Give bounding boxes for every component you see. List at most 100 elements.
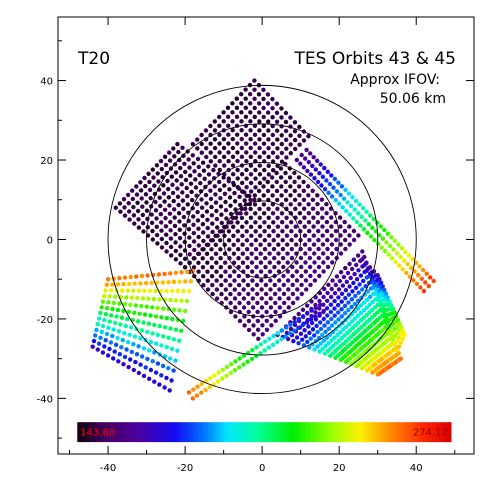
swath-point [223, 208, 229, 213]
swath-point [261, 141, 267, 146]
track-point [331, 185, 336, 190]
track-point [250, 347, 255, 353]
swath-point [181, 214, 187, 220]
swath-point [280, 238, 285, 243]
track-point [356, 211, 361, 216]
swath-point [154, 224, 159, 229]
swath-point [315, 211, 320, 216]
swath-point [108, 288, 114, 293]
swath-point [271, 246, 277, 252]
swath-point [204, 154, 209, 160]
track-point [262, 348, 267, 353]
swath-point [281, 291, 287, 297]
swath-point [324, 335, 330, 340]
track-point [299, 152, 304, 158]
track-point [292, 328, 297, 333]
track-point [315, 158, 320, 163]
swath-point [230, 154, 236, 159]
track-point [303, 156, 308, 161]
swath-point [342, 311, 348, 316]
swath-point [274, 101, 280, 106]
swath-point [234, 114, 240, 120]
swath-point [169, 253, 174, 258]
swath-point [246, 309, 251, 315]
colorbar-segment [351, 422, 355, 443]
swath-point [370, 285, 376, 291]
swath-point [382, 287, 387, 293]
swath-point [358, 318, 364, 323]
swath-point [273, 300, 278, 306]
colorbar-segment [363, 422, 368, 443]
swath-point [245, 264, 250, 270]
swath-point [122, 354, 128, 360]
swath-point [279, 133, 284, 138]
track-point [360, 206, 366, 211]
swath-point [205, 278, 210, 283]
colorbar-segment [89, 422, 94, 443]
swath-point [164, 240, 169, 246]
swath-point [280, 229, 285, 234]
track-point [271, 333, 276, 339]
swath-point [321, 338, 326, 343]
swath-point [263, 282, 269, 288]
swath-point [219, 220, 224, 226]
swath-point [329, 323, 335, 328]
swath-point [170, 316, 175, 322]
swath-point [199, 150, 204, 155]
track-point [409, 265, 414, 271]
swath-point [332, 291, 338, 296]
swath-point [223, 199, 228, 205]
swath-point [292, 315, 297, 321]
swath-point [232, 278, 237, 283]
swath-point [244, 167, 249, 173]
swath-point [261, 150, 267, 155]
swath-point [311, 224, 316, 229]
swath-point [288, 326, 294, 332]
swath-point [210, 282, 215, 288]
swath-point [130, 188, 135, 193]
swath-point [274, 188, 280, 194]
swath-point [173, 327, 179, 332]
swath-point [245, 282, 251, 288]
track-point [406, 253, 412, 258]
swath-point [183, 177, 189, 183]
swath-point [208, 141, 213, 146]
colorbar-segment [432, 422, 436, 443]
colorbar-segment [173, 422, 178, 443]
swath-point [114, 314, 119, 319]
swath-point [218, 265, 223, 270]
swath-point [358, 303, 364, 308]
swath-point [162, 271, 167, 277]
swath-point [332, 335, 337, 340]
swath-point [248, 172, 254, 177]
swath-point [225, 114, 231, 120]
track-point [232, 368, 238, 373]
swath-point [169, 174, 174, 179]
swath-point [243, 206, 248, 211]
swath-point [338, 242, 343, 247]
swath-point [320, 242, 326, 247]
swath-point [196, 243, 201, 248]
colorbar-segment [391, 422, 396, 443]
track-point [304, 147, 309, 153]
colorbar-segment [413, 422, 418, 443]
swath-point [289, 246, 294, 252]
swath-point [261, 123, 266, 129]
swath-point [149, 220, 155, 225]
swath-point [210, 221, 215, 226]
swath-point [270, 150, 276, 155]
track-point [336, 180, 341, 185]
swath-point [155, 332, 161, 338]
swath-point [246, 327, 252, 333]
swath-point [326, 341, 331, 346]
swath-point [212, 184, 217, 189]
track-point [412, 269, 417, 274]
swath-point [150, 359, 155, 364]
swath-point [266, 206, 271, 211]
swath-point [279, 159, 285, 164]
swath-point [138, 336, 143, 341]
swath-point [253, 220, 258, 225]
swath-point [127, 332, 132, 337]
track-point [357, 202, 362, 207]
swath-point [173, 240, 178, 245]
